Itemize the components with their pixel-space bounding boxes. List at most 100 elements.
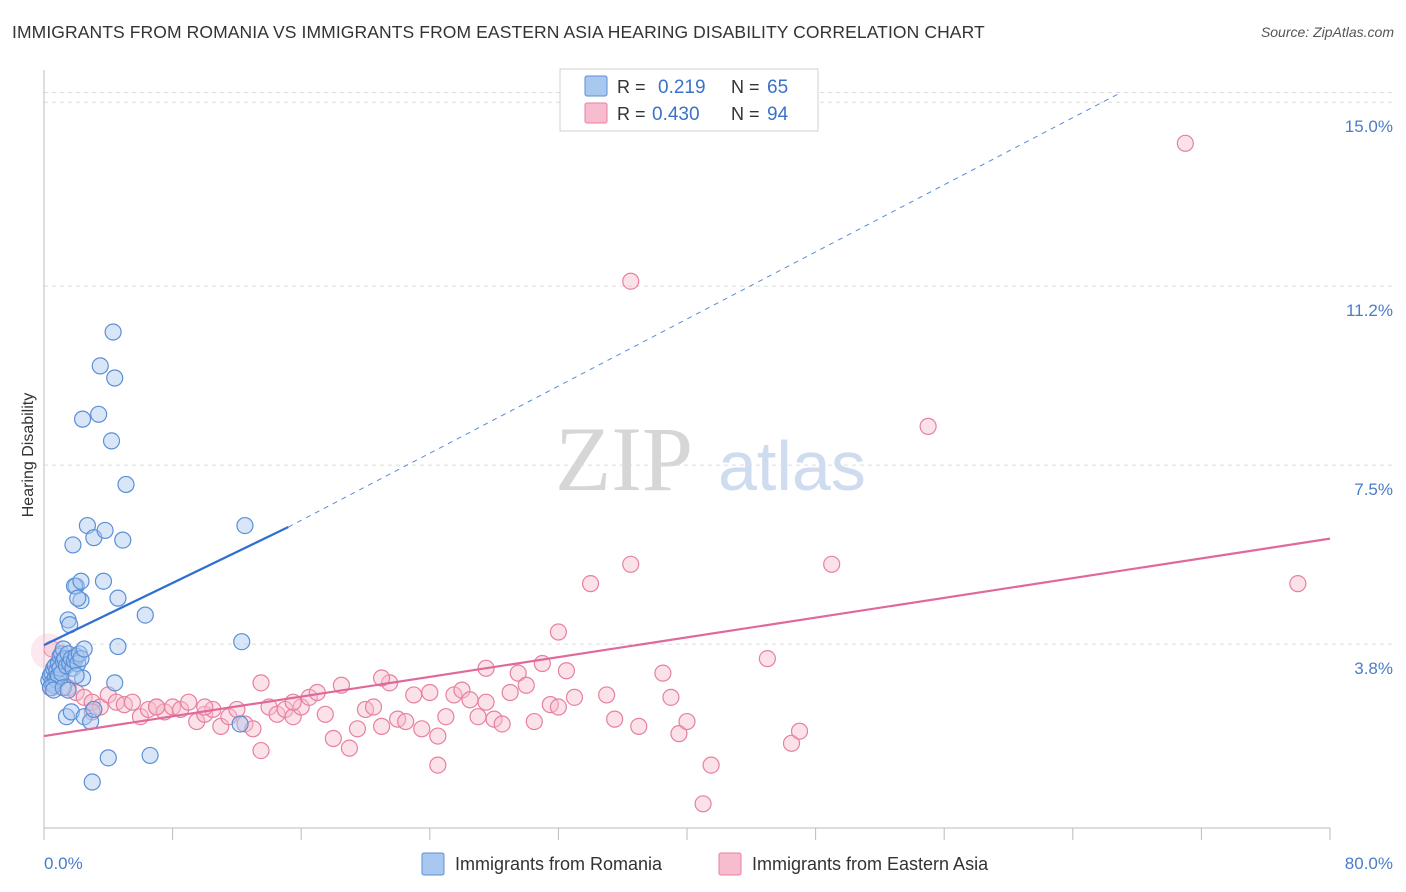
series-legend-label-romania: Immigrants from Romania (455, 854, 663, 874)
legend-romania-n-value: 65 (767, 77, 788, 98)
asia-point (790, 722, 809, 740)
x-axis-ticks (43, 828, 1331, 840)
romania-point (141, 746, 159, 765)
romania-point (117, 475, 135, 494)
y-tick-label: 7.5% (1354, 480, 1393, 499)
legend-asia-r-value: 0.430 (652, 104, 700, 125)
romania-point (136, 606, 154, 624)
gridlines (44, 92, 1393, 645)
asia-point (180, 693, 198, 711)
asia-point (324, 729, 342, 748)
asia-point (429, 756, 447, 774)
romania-point (104, 323, 122, 341)
romania-point (69, 589, 87, 607)
asia-point (372, 717, 391, 735)
series-legend: Immigrants from Romania Immigrants from … (421, 852, 989, 876)
asia-point (485, 710, 503, 728)
legend-romania-r-label: R = (617, 77, 646, 97)
legend-asia-n-label: N = (731, 104, 760, 124)
asia-point (622, 555, 640, 573)
x-tick-label-min: 0.0% (44, 854, 83, 873)
x-tick-label-max: 80.0% (1345, 854, 1393, 873)
asia-point (1176, 134, 1194, 152)
asia-point (694, 795, 712, 813)
asia-point (549, 698, 568, 716)
y-axis-label: Hearing Disability (20, 393, 37, 518)
romania-point (57, 708, 76, 726)
series-legend-swatch-romania (421, 852, 445, 876)
asia-point (782, 734, 801, 752)
asia-point (348, 720, 367, 738)
watermark-zip: ZIP (555, 408, 693, 510)
asia-point (557, 662, 576, 680)
asia-point (654, 664, 672, 682)
asia-point (252, 674, 270, 692)
asia-point (397, 712, 415, 731)
romania-point (90, 405, 108, 423)
asia-point (429, 727, 447, 745)
legend-asia-n-value: 94 (767, 104, 789, 125)
series-legend-label-asia: Immigrants from Eastern Asia (752, 854, 989, 874)
asia-point (236, 715, 254, 733)
legend-asia-r-label: R = (617, 104, 646, 124)
romania-point (59, 681, 77, 699)
romania-point (83, 773, 101, 791)
romania-point (233, 633, 251, 651)
source-credit: Source: ZipAtlas.com (1260, 24, 1394, 40)
y-axis-tick-labels: 3.8% 7.5% 11.2% 15.0% (1345, 117, 1393, 678)
asia-point (340, 739, 359, 757)
romania-point (85, 700, 103, 719)
asia-point (445, 686, 463, 704)
romania-point (96, 521, 114, 540)
y-tick-label: 3.8% (1354, 659, 1393, 678)
romania-point (94, 572, 113, 590)
romania-point (106, 674, 124, 692)
asia-point (919, 417, 937, 435)
asia-point (147, 698, 166, 716)
series-legend-swatch-asia (718, 852, 742, 876)
asia-point (421, 683, 439, 702)
legend-romania-r-value: 0.219 (658, 77, 706, 98)
asia-point (437, 708, 455, 726)
asia-point (662, 688, 680, 706)
asia-point (549, 623, 568, 641)
romania-point (67, 666, 85, 685)
asia-point (509, 664, 527, 682)
romania-point (75, 640, 93, 658)
asia-point (228, 700, 246, 719)
romania-point (102, 432, 121, 450)
y-tick-label: 15.0% (1345, 117, 1393, 136)
asia-point (630, 717, 648, 735)
romania-point (62, 703, 80, 721)
asia-point (565, 688, 584, 706)
romania-point (114, 531, 132, 549)
asia-point (364, 698, 383, 716)
asia-point (702, 756, 720, 774)
romania-point (54, 679, 72, 697)
asia-point (622, 272, 640, 290)
asia-point (75, 688, 93, 706)
asia-point (372, 669, 391, 687)
stats-legend: R = 0.219 N = 65 R = 0.430 N = 94 (559, 68, 819, 132)
legend-swatch-asia (584, 102, 608, 124)
asia-point (123, 693, 142, 711)
asia-point (316, 705, 334, 723)
legend-swatch-romania (584, 75, 608, 97)
romania-point (109, 637, 127, 656)
asia-point (606, 710, 624, 728)
romania-point (236, 516, 254, 535)
romania-point (109, 589, 127, 607)
romania-points (40, 323, 254, 791)
watermark-atlas: atlas (718, 427, 866, 505)
asia-point (823, 555, 841, 573)
asia-point (244, 720, 262, 738)
asia-point (581, 575, 600, 593)
y-tick-label: 11.2% (1346, 301, 1393, 320)
romania-point (73, 410, 92, 428)
asia-point (1289, 575, 1307, 593)
romania-trend-extension (288, 92, 1122, 528)
asia-point (461, 691, 479, 709)
romania-point (231, 715, 249, 733)
trend-lines (43, 92, 1331, 738)
